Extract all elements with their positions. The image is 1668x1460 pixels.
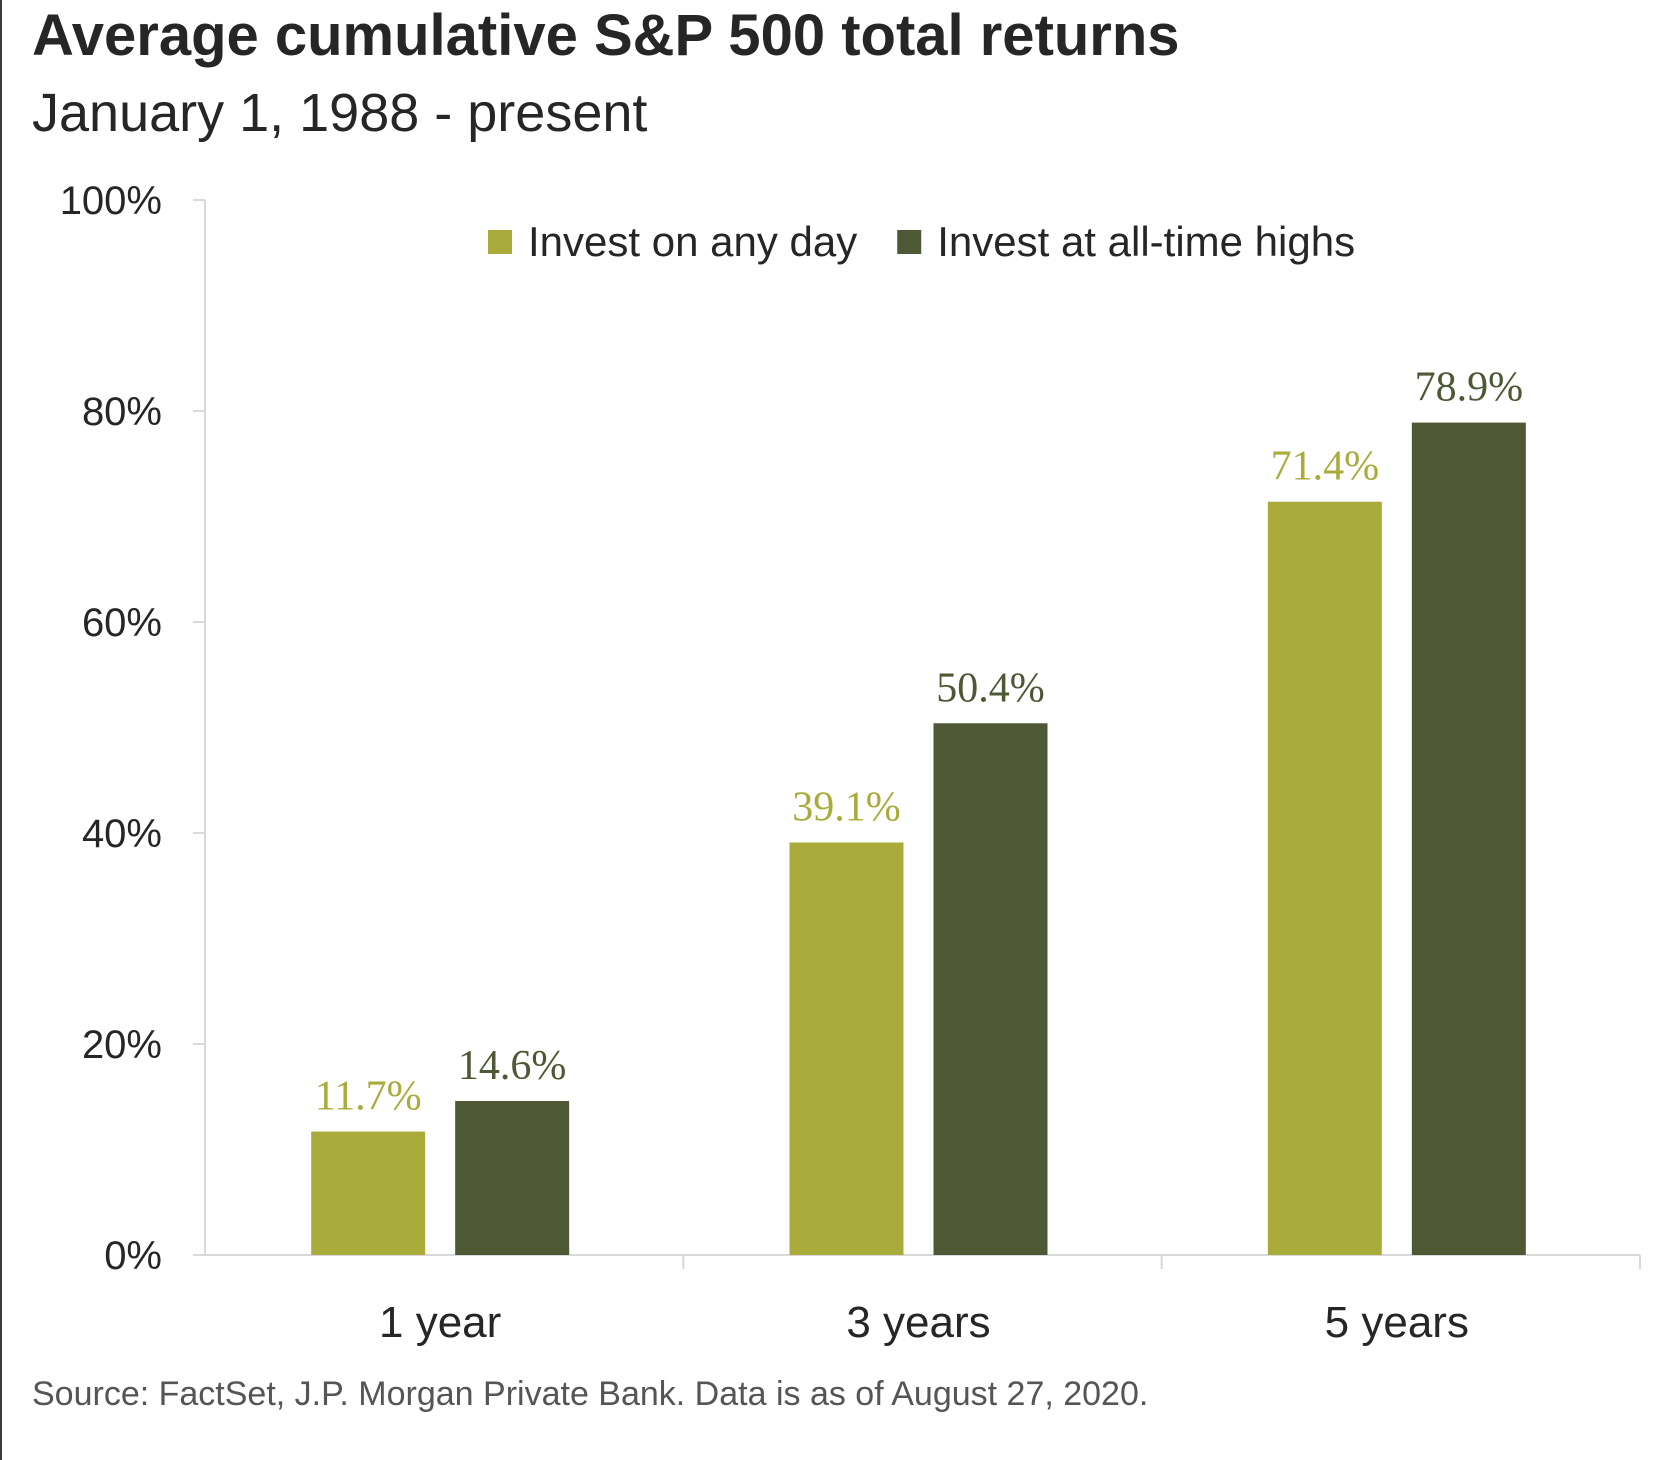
y-tick-label: 80%	[82, 390, 162, 434]
y-tick-label: 60%	[82, 601, 162, 645]
legend-label: Invest at all-time highs	[937, 218, 1355, 265]
bar-value-label: 71.4%	[1271, 444, 1380, 490]
y-tick-label: 100%	[60, 179, 162, 223]
axes	[204, 200, 1640, 1256]
x-category-label: 5 years	[1325, 1298, 1469, 1347]
y-tick-label: 40%	[82, 812, 162, 856]
y-tick-label: 20%	[82, 1023, 162, 1067]
legend-swatch-any-day	[488, 230, 512, 254]
bar-invest-any-day	[1267, 501, 1382, 1256]
bar-invest-all-time-highs	[1411, 422, 1526, 1256]
legend-label: Invest on any day	[528, 218, 857, 265]
data-labels: 11.7% 14.6% 39.1% 50.4% 71.4% 78.9%	[315, 365, 1523, 1120]
bar-value-label: 50.4%	[936, 665, 1045, 711]
bar-invest-any-day	[789, 842, 904, 1255]
bar-invest-any-day	[311, 1131, 426, 1255]
bar-value-label: 11.7%	[315, 1074, 422, 1120]
bars	[311, 422, 1526, 1256]
source-note: Source: FactSet, J.P. Morgan Private Ban…	[32, 1375, 1149, 1413]
x-category-label: 3 years	[846, 1298, 990, 1347]
x-category-label: 1 year	[379, 1298, 501, 1347]
legend: Invest on any day Invest at all-time high…	[488, 218, 1355, 265]
y-axis-ticks: 0% 20% 40% 60% 80% 100%	[60, 179, 205, 1278]
left-border	[0, 0, 2, 1460]
chart-title: Average cumulative S&P 500 total returns	[32, 3, 1180, 68]
bar-value-label: 39.1%	[792, 784, 901, 830]
bar-invest-all-time-highs	[455, 1100, 570, 1255]
bar-invest-all-time-highs	[933, 723, 1048, 1255]
bar-value-label: 78.9%	[1415, 365, 1524, 411]
legend-swatch-all-time-highs	[897, 230, 922, 254]
bar-value-label: 14.6%	[458, 1043, 567, 1089]
y-tick-label: 0%	[104, 1234, 162, 1278]
x-axis-ticks: 1 year 3 years 5 years	[379, 1255, 1641, 1347]
chart-subtitle: January 1, 1988 - present	[32, 83, 648, 143]
